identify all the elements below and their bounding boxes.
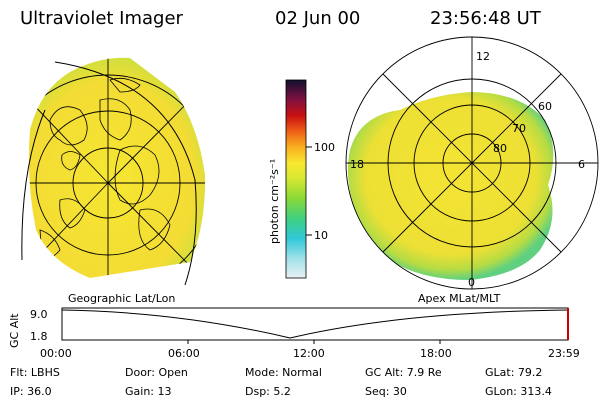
status-ip: IP: 36.0 [10,385,52,398]
time-tick-1200: 12:00 [293,347,325,360]
earth-limb [54,61,197,286]
status-filter: Flt: LBHS [10,366,60,379]
altitude-timeline: GC Alt 9.0 1.8 00:00 06:00 12:00 18:00 2… [8,307,580,360]
time-label: 23:56:48 UT [430,8,542,29]
status-door: Door: Open [125,366,188,379]
time-tick-0600: 06:00 [168,347,200,360]
mlt-label-0: 0 [468,276,475,289]
status-panel: Flt: LBHS Door: Open Mode: Normal GC Alt… [10,366,552,398]
mlt-label-6: 6 [578,158,585,171]
colorbar: 100 10 photon cm⁻²s⁻¹ [268,79,335,279]
right-panel-caption: Apex MLat/MLT [418,292,501,305]
left-panel-caption: Geographic Lat/Lon [68,292,175,305]
status-mode: Mode: Normal [245,366,322,379]
instrument-title: Ultraviolet Imager [20,8,184,29]
mlat-label-60: 60 [538,100,552,113]
altitude-ylabel: GC Alt [8,313,21,348]
altitude-ytick-1-8: 1.8 [30,330,48,343]
mlt-label-12: 12 [476,50,490,63]
mlt-label-18: 18 [350,158,364,171]
apex-polar-plot: 60 70 80 12 18 6 0 [345,36,599,290]
polar-grid [345,36,599,290]
status-gc-alt: GC Alt: 7.9 Re [365,366,442,379]
geographic-image-panel [21,57,206,286]
mlat-label-80: 80 [493,142,507,155]
status-glon: GLon: 313.4 [485,385,552,398]
time-tick-0000: 00:00 [40,347,72,360]
altitude-ytick-9: 9.0 [30,308,48,321]
status-seq: Seq: 30 [365,385,407,398]
status-gain: Gain: 13 [125,385,172,398]
time-tick-1800: 18:00 [420,347,452,360]
mlat-label-70: 70 [512,122,526,135]
status-glat: GLat: 79.2 [485,366,542,379]
colorbar-tick-10: 10 [314,229,328,242]
colorbar-unit-label: photon cm⁻²s⁻¹ [268,159,281,244]
altitude-curve [61,309,569,339]
time-tick-2359: 23:59 [548,347,580,360]
status-dsp: Dsp: 5.2 [245,385,291,398]
date-label: 02 Jun 00 [275,8,360,29]
colorbar-tick-100: 100 [314,141,335,154]
